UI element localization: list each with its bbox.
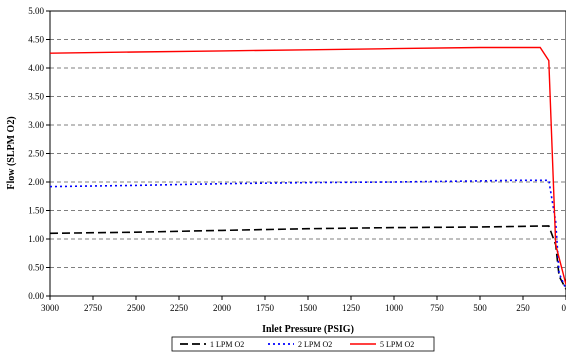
- y-tick-label: 3.00: [28, 120, 44, 130]
- x-axis: 3000 2750 2500 2250 2000 1750 1500 1250 1000 750 5…: [41, 296, 566, 313]
- series-line-3: [49, 46, 566, 285]
- y-tick-label: 1.00: [28, 234, 44, 244]
- x-tick-label: 1750: [256, 303, 275, 313]
- y-tick-label: 2.50: [28, 149, 44, 159]
- x-tick-label: 250: [516, 303, 530, 313]
- legend: 1 LPM O2 2 LPM O2 5 LPM O2: [171, 336, 435, 352]
- grid-lines: [50, 39, 566, 268]
- x-tick-label: 1000: [385, 303, 404, 313]
- legend-label-3: 5 LPM O2: [380, 340, 414, 349]
- y-tick-label: 0.50: [28, 263, 44, 273]
- x-tick-label: 1250: [342, 303, 361, 313]
- x-tick-label: 2500: [127, 303, 146, 313]
- y-tick-label: 4.50: [28, 35, 44, 45]
- y-axis-title: Flow (SLPM O2): [6, 116, 17, 189]
- y-tick-label: 5.00: [28, 6, 44, 16]
- x-tick-label: 0: [562, 303, 566, 313]
- x-tick-label: 500: [473, 303, 487, 313]
- series-line-2: [49, 179, 566, 290]
- series-lines: [49, 46, 566, 290]
- legend-label-1: 1 LPM O2: [210, 340, 244, 349]
- x-tick-label: 750: [430, 303, 444, 313]
- x-tick-label: 3000: [41, 303, 60, 313]
- legend-label-2: 2 LPM O2: [298, 340, 332, 349]
- x-tick-label: 2750: [84, 303, 103, 313]
- y-axis: 0.00 0.50 1.00 1.50 2.00 2.50 3.00 3.50 4.00 4.50…: [28, 6, 50, 301]
- y-tick-label: 1.50: [28, 206, 44, 216]
- x-tick-label: 1500: [299, 303, 318, 313]
- y-tick-label: 4.00: [28, 63, 44, 73]
- y-tick-label: 2.00: [28, 177, 44, 187]
- legend-box: [171, 336, 435, 352]
- y-tick-label: 3.50: [28, 92, 44, 102]
- y-tick-label: 0.00: [28, 291, 44, 301]
- x-tick-label: 2250: [170, 303, 189, 313]
- series-line-1: [49, 225, 566, 290]
- x-axis-title: Inlet Pressure (PSIG): [262, 324, 354, 335]
- x-tick-label: 2000: [213, 303, 232, 313]
